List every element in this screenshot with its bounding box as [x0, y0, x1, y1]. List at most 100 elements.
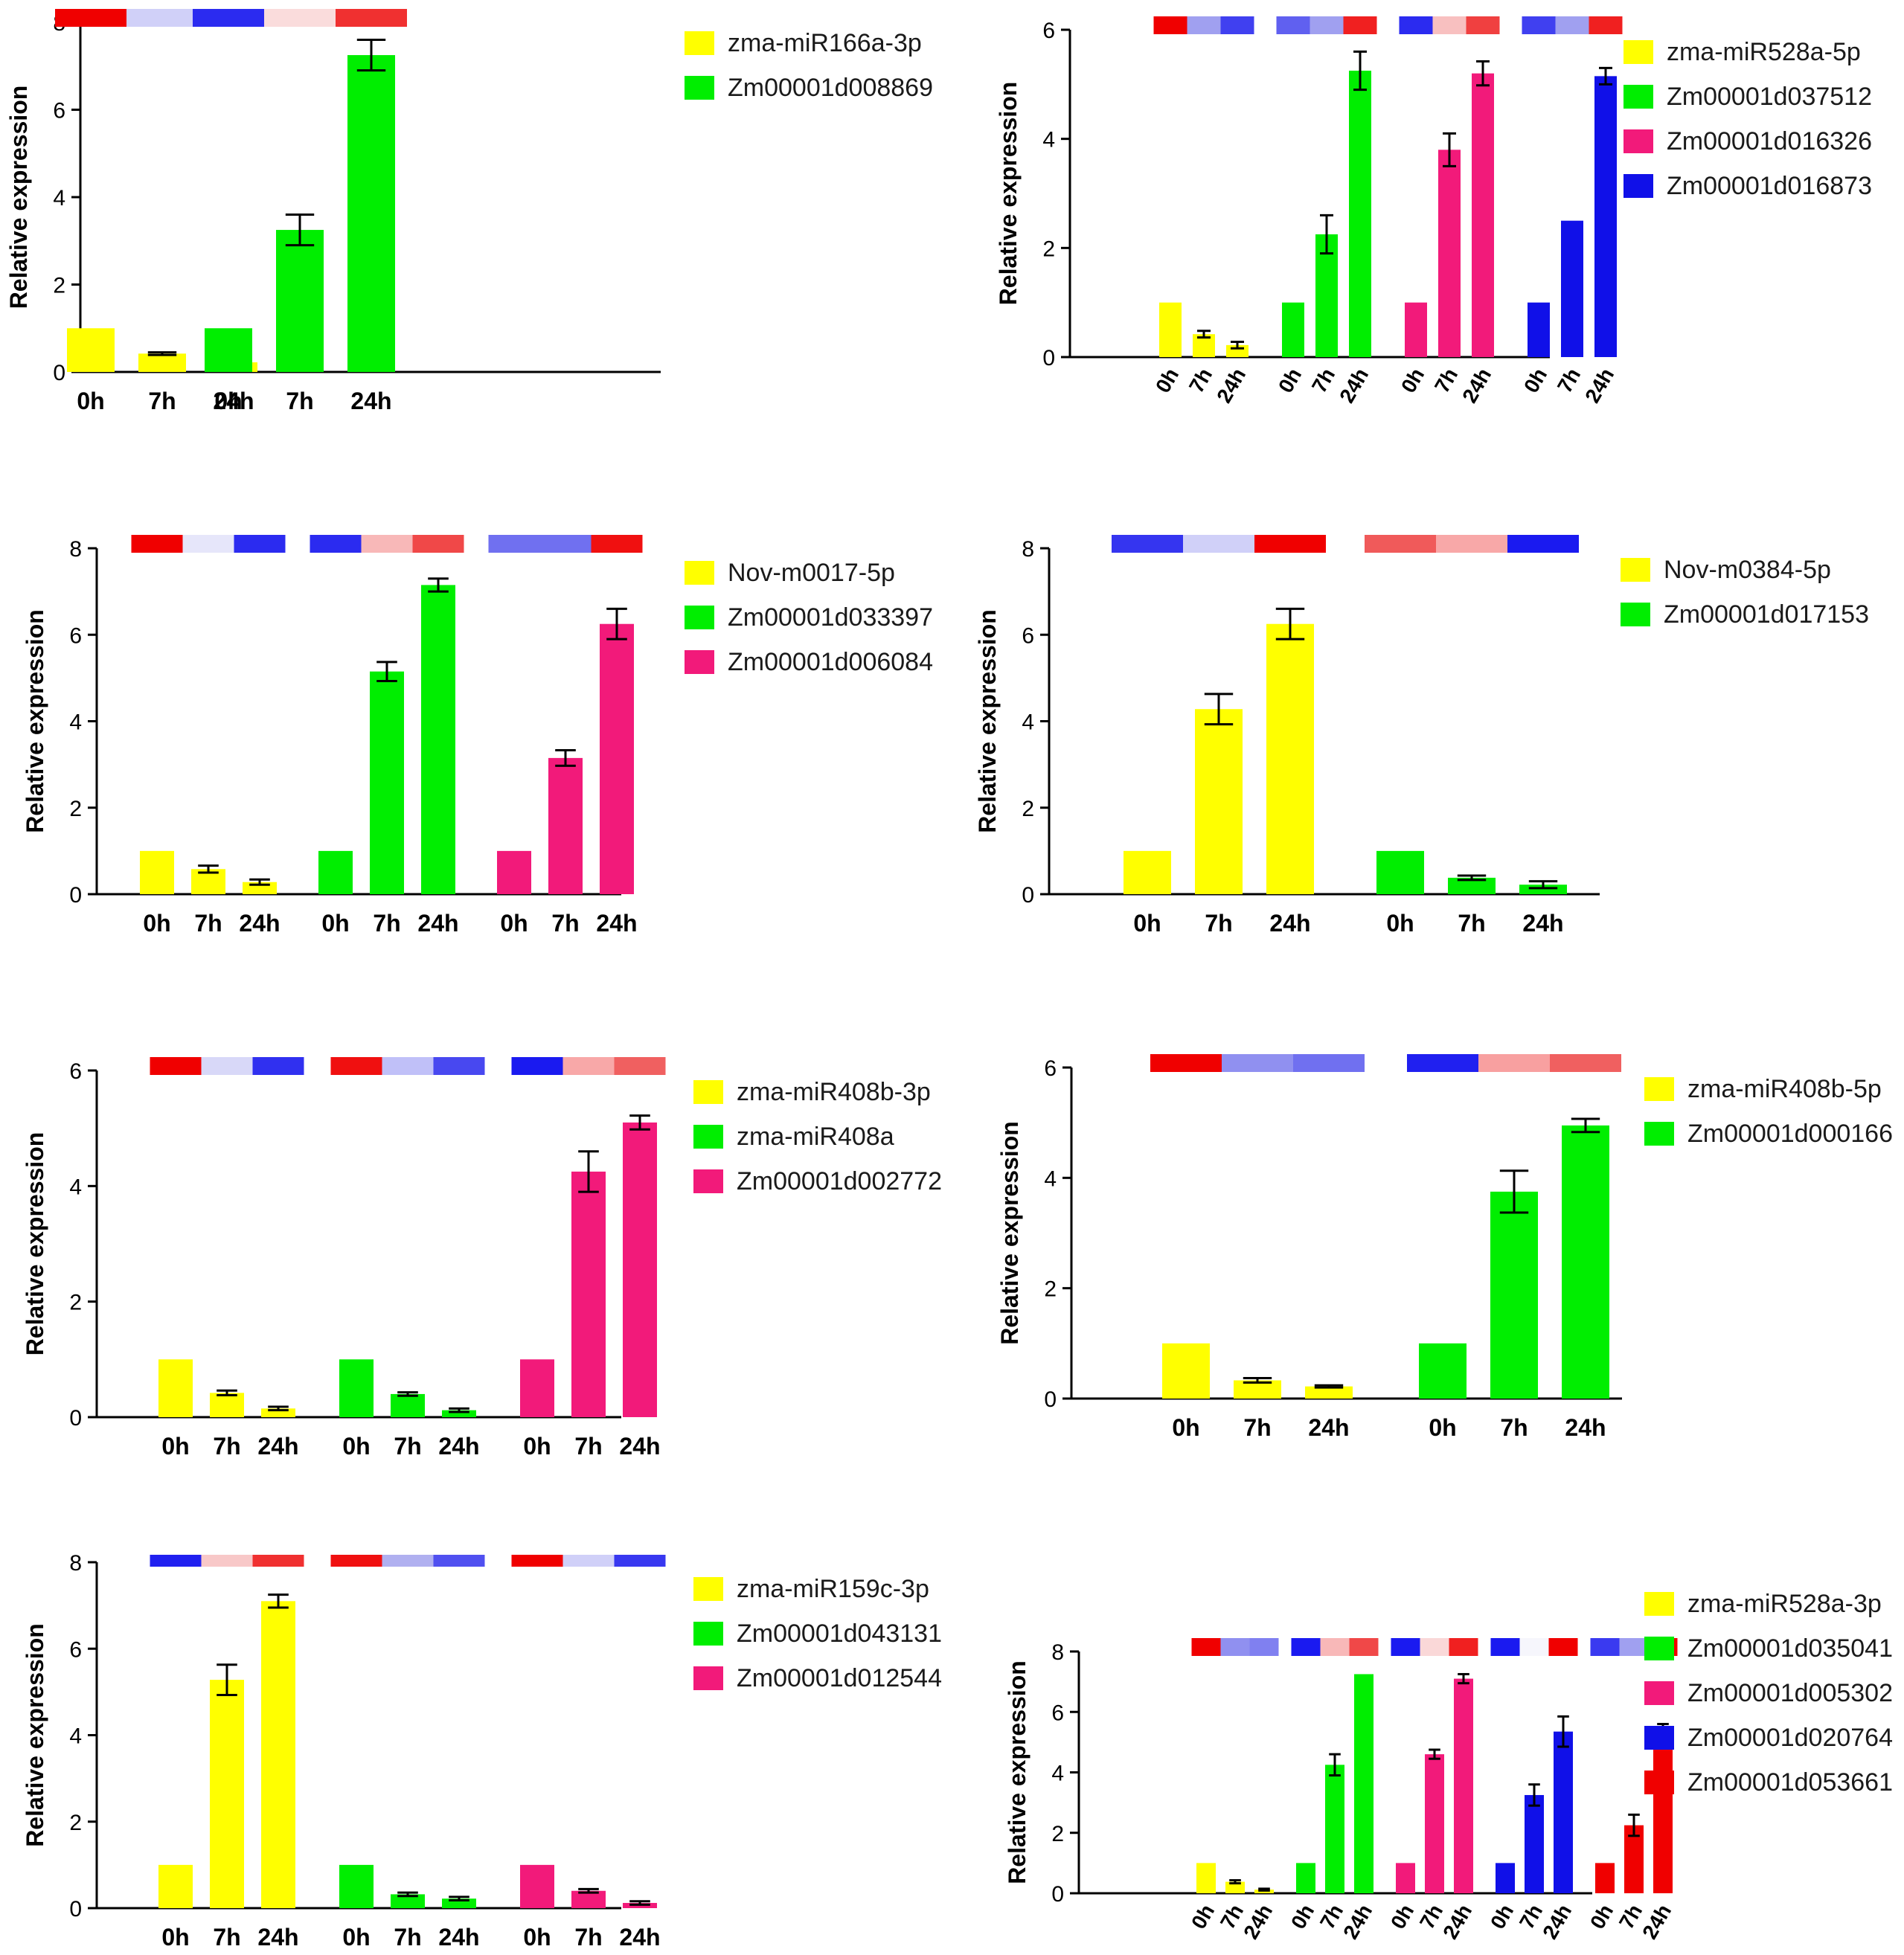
x-tick-label: 24h — [1458, 365, 1496, 407]
x-tick-label: 7h — [1553, 365, 1585, 397]
y-tick-label: 4 — [1022, 710, 1034, 735]
bar — [67, 328, 115, 372]
legend-swatch — [693, 1169, 723, 1193]
heatmap-cell — [201, 1555, 253, 1567]
y-tick-label: 0 — [69, 1406, 82, 1431]
heatmap-cell — [562, 1555, 615, 1567]
bar — [261, 1601, 295, 1908]
legend-swatch — [1644, 1681, 1674, 1705]
legend-label: Zm00001d006084 — [728, 648, 934, 676]
y-tick-label: 4 — [53, 186, 65, 211]
bar — [1376, 850, 1424, 894]
bar — [520, 1864, 554, 1908]
x-tick-label: 0h — [161, 1924, 189, 1951]
heatmap-cell — [1220, 1638, 1250, 1656]
legend-label: Zm00001d037512 — [1667, 83, 1873, 111]
x-tick-label: 7h — [1205, 910, 1232, 937]
heatmap-cell — [1589, 16, 1623, 34]
bar — [1159, 302, 1182, 357]
heatmap-cell — [150, 1057, 202, 1075]
heatmap-cell — [264, 9, 336, 27]
y-tick-label: 2 — [69, 797, 82, 821]
x-tick-label: 24h — [213, 388, 254, 414]
heatmap-cell — [562, 1057, 615, 1075]
x-tick-label: 7h — [574, 1924, 602, 1951]
heatmap-cell — [1320, 1638, 1350, 1656]
x-tick-label: 24h — [1638, 1901, 1676, 1943]
x-tick-label: 7h — [286, 388, 313, 414]
legend-label: Zm00001d035041 — [1687, 1634, 1894, 1663]
bar — [1554, 1731, 1573, 1893]
bar — [370, 671, 404, 894]
legend-label: Zm00001d002772 — [737, 1167, 943, 1195]
x-tick-label: 0h — [1429, 1414, 1456, 1441]
y-tick-label: 2 — [69, 1291, 82, 1315]
heatmap-cell — [1249, 1638, 1279, 1656]
x-tick-label: 24h — [257, 1433, 298, 1460]
y-tick-label: 6 — [1042, 19, 1055, 43]
x-tick-label: 0h — [77, 388, 104, 414]
heatmap-cell — [1187, 16, 1221, 34]
heatmap-cell — [382, 1057, 434, 1075]
y-axis-label: Relative expression — [22, 1623, 48, 1847]
y-tick-label: 4 — [69, 710, 82, 735]
x-tick-label: 7h — [194, 910, 222, 937]
legend-label: zma-miR159c-3p — [737, 1575, 929, 1603]
heatmap-cell — [1220, 16, 1254, 34]
x-tick-label: 7h — [1500, 1414, 1528, 1441]
heatmap-cell — [330, 1057, 382, 1075]
x-tick-label: 0h — [161, 1433, 189, 1460]
y-tick-label: 2 — [1022, 797, 1034, 821]
heatmap-cell — [126, 9, 198, 27]
heatmap-cell — [1150, 1054, 1222, 1072]
bar — [158, 1864, 193, 1908]
y-tick-label: 0 — [69, 883, 82, 908]
y-tick-label: 6 — [1022, 623, 1034, 648]
heatmap-cell — [1276, 16, 1310, 34]
bar — [1325, 1765, 1344, 1893]
legend-label: Nov-m0384-5p — [1664, 556, 1831, 584]
heatmap-cell — [336, 9, 407, 27]
heatmap-cell — [150, 1555, 202, 1567]
x-tick-label: 0h — [1274, 365, 1306, 397]
bar — [421, 585, 455, 894]
heatmap-cell — [433, 1057, 485, 1075]
bar — [1396, 1863, 1415, 1893]
x-tick-label: 24h — [1339, 1901, 1376, 1943]
x-tick-label: 7h — [1307, 365, 1339, 397]
legend-label: zma-miR528a-5p — [1667, 38, 1861, 66]
heatmap-cell — [1466, 16, 1500, 34]
y-tick-label: 2 — [1044, 1277, 1057, 1302]
legend-label: zma-miR408b-5p — [1687, 1075, 1882, 1103]
heatmap-cell — [1449, 1638, 1478, 1656]
heatmap-cell — [1555, 16, 1589, 34]
x-tick-label: 0h — [500, 910, 528, 937]
heatmap-cell — [511, 1555, 563, 1567]
bar — [261, 1408, 295, 1417]
y-tick-label: 6 — [1051, 1701, 1064, 1725]
heatmap-cell — [361, 535, 413, 553]
legend-swatch — [685, 650, 714, 674]
y-axis-label: Relative expression — [5, 86, 32, 309]
heatmap-cell — [252, 1057, 304, 1075]
heatmap-cell — [234, 535, 286, 553]
x-tick-label: 24h — [1308, 1414, 1349, 1441]
legend-label: Zm00001d012544 — [737, 1664, 943, 1692]
legend-swatch — [693, 1577, 723, 1601]
x-tick-label: 24h — [596, 910, 637, 937]
x-tick-label: 0h — [321, 910, 349, 937]
legend-swatch — [1623, 174, 1653, 198]
y-tick-label: 4 — [69, 1724, 82, 1749]
x-tick-label: 24h — [619, 1924, 660, 1951]
legend-label: zma-miR528a-3p — [1687, 1590, 1882, 1618]
legend-label: Zm00001d033397 — [728, 603, 934, 632]
legend-swatch — [693, 1125, 723, 1149]
bar — [600, 623, 634, 894]
y-tick-label: 8 — [69, 537, 82, 562]
legend-swatch — [693, 1666, 723, 1690]
bar — [520, 1359, 554, 1417]
y-tick-label: 6 — [1044, 1056, 1057, 1081]
legend-label: zma-miR408b-3p — [737, 1078, 931, 1106]
legend-swatch — [1644, 1122, 1674, 1146]
